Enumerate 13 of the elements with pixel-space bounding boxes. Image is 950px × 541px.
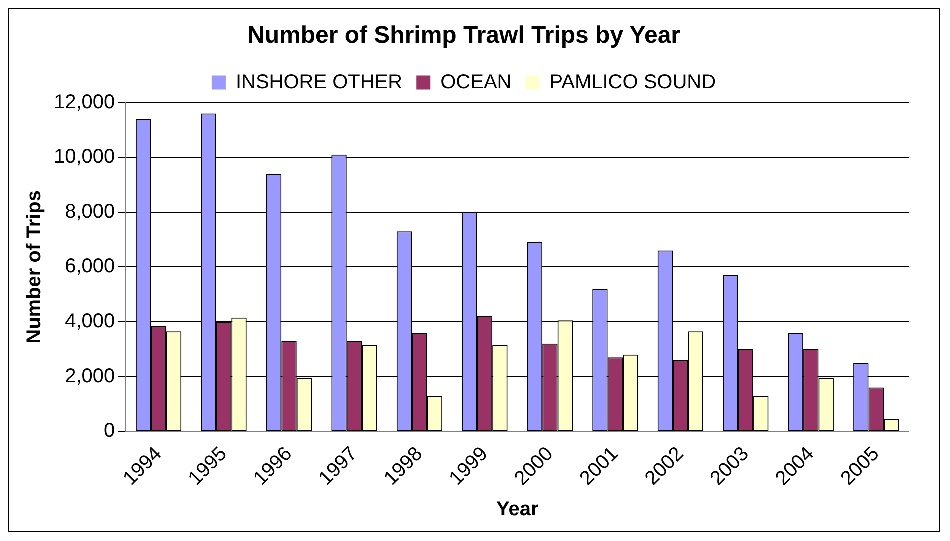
y-tick-label: 4,000: [65, 310, 116, 332]
x-axis-title: Year: [496, 498, 539, 521]
y-axis-title: Number of Trips: [24, 190, 46, 344]
y-tick-label: 0: [104, 420, 116, 442]
y-tick-label: 12,000: [54, 91, 116, 114]
legend-label: INSHORE OTHER: [236, 71, 403, 94]
y-tick-label: 8,000: [65, 200, 116, 223]
chart-title: Number of Shrimp Trawl Trips by Year: [247, 22, 681, 50]
y-tick-label: 2,000: [65, 365, 116, 388]
y-tick-label: 10,000: [54, 146, 116, 168]
y-tick-label: 6,000: [65, 256, 116, 278]
legend-label: OCEAN: [440, 71, 512, 94]
legend-label: PAMLICO SOUND: [550, 71, 716, 94]
